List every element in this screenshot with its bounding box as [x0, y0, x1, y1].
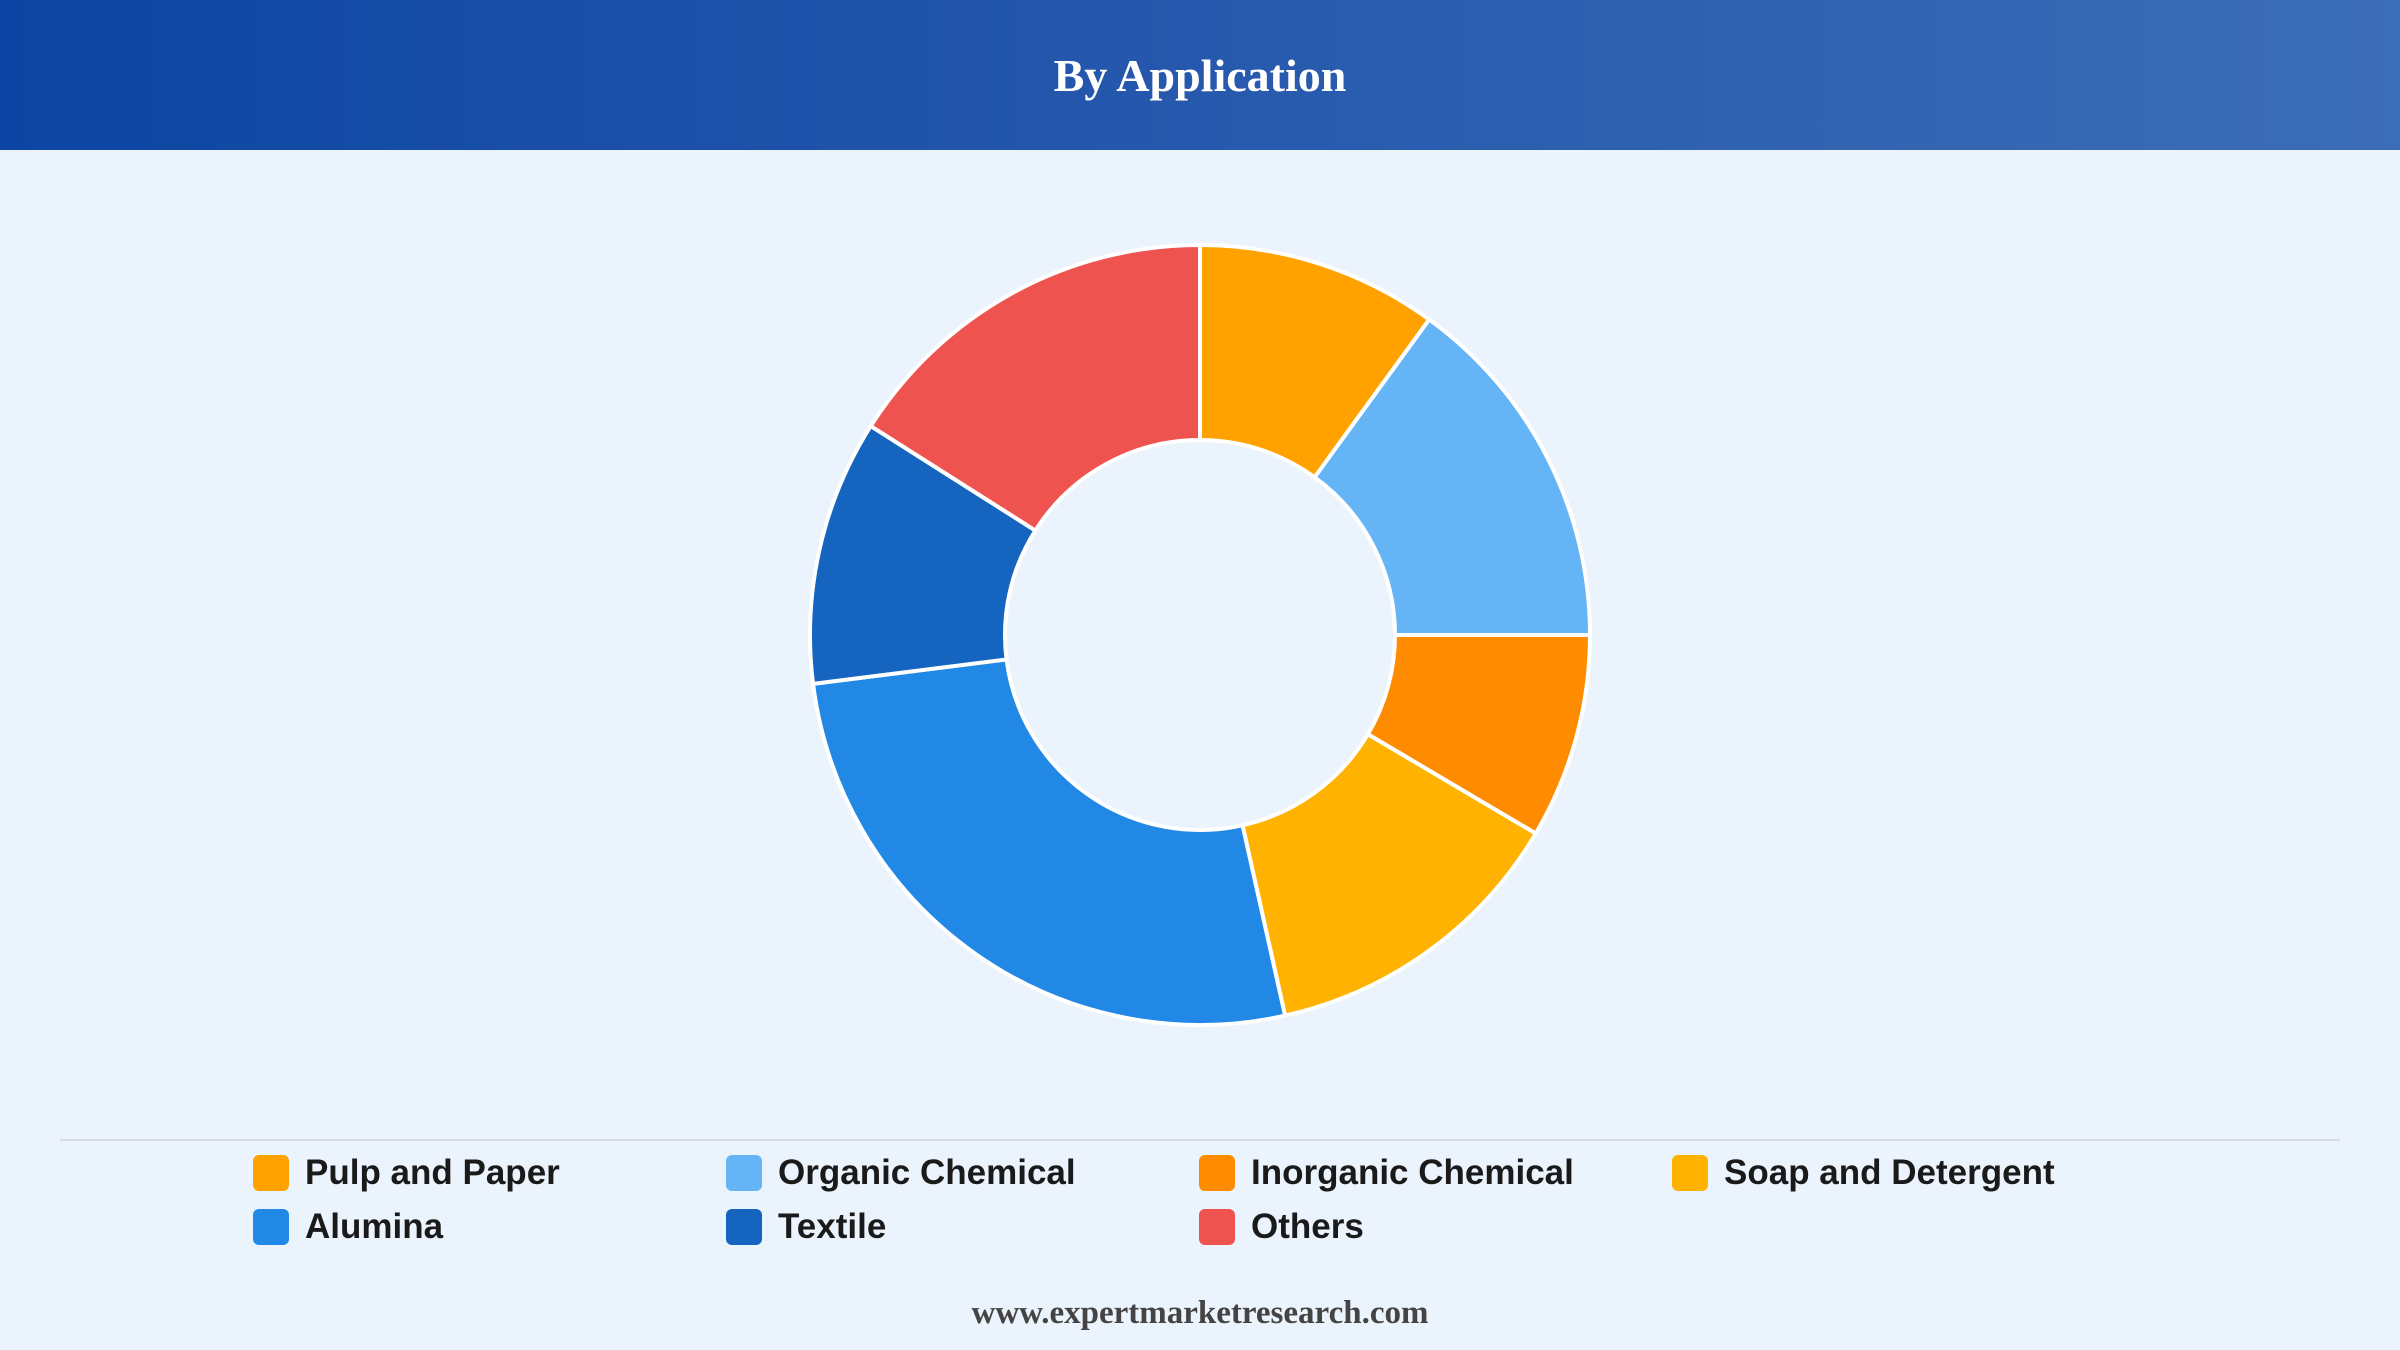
legend-item-others[interactable]: Others [1199, 1204, 1672, 1250]
legend-item-textile[interactable]: Textile [726, 1204, 1199, 1250]
slice-others[interactable] [868, 243, 1202, 533]
chart-title: By Application [1053, 49, 1347, 101]
chart-legend: Pulp and Paper Organic Chemical Inorganic … [253, 1150, 2153, 1250]
legend-swatch [253, 1155, 289, 1191]
legend-label: Soap and Detergent [1724, 1153, 2055, 1192]
legend-label: Organic Chemical [778, 1153, 1076, 1192]
legend-label: Others [1251, 1207, 1364, 1246]
legend-swatch [726, 1155, 762, 1191]
legend-swatch [726, 1209, 762, 1245]
legend-label: Alumina [305, 1207, 444, 1246]
legend-label: Textile [778, 1207, 887, 1246]
legend-item-organic-chemical[interactable]: Organic Chemical [726, 1150, 1199, 1196]
legend-label: Pulp and Paper [305, 1153, 560, 1192]
slice-soap-and-detergent[interactable] [1240, 732, 1538, 1018]
legend-item-pulp-and-paper[interactable]: Pulp and Paper [253, 1150, 726, 1196]
legend-item-inorganic-chemical[interactable]: Inorganic Chemical [1199, 1150, 1672, 1196]
legend-swatch [1672, 1155, 1708, 1191]
legend-swatch [1199, 1209, 1235, 1245]
legend-item-soap-and-detergent[interactable]: Soap and Detergent [1672, 1150, 2145, 1196]
slice-organic-chemical[interactable] [1312, 317, 1592, 637]
source-url: www.expertmarketresearch.com [971, 1295, 1429, 1331]
slice-textile[interactable] [808, 424, 1038, 686]
chart-header: By Application [0, 0, 2400, 150]
legend-divider [60, 1139, 2340, 1141]
legend-label: Inorganic Chemical [1251, 1153, 1574, 1192]
legend-item-alumina[interactable]: Alumina [253, 1204, 726, 1250]
slice-alumina[interactable] [811, 657, 1288, 1027]
donut-chart [808, 243, 1592, 1027]
legend-swatch [1199, 1155, 1235, 1191]
legend-swatch [253, 1209, 289, 1245]
